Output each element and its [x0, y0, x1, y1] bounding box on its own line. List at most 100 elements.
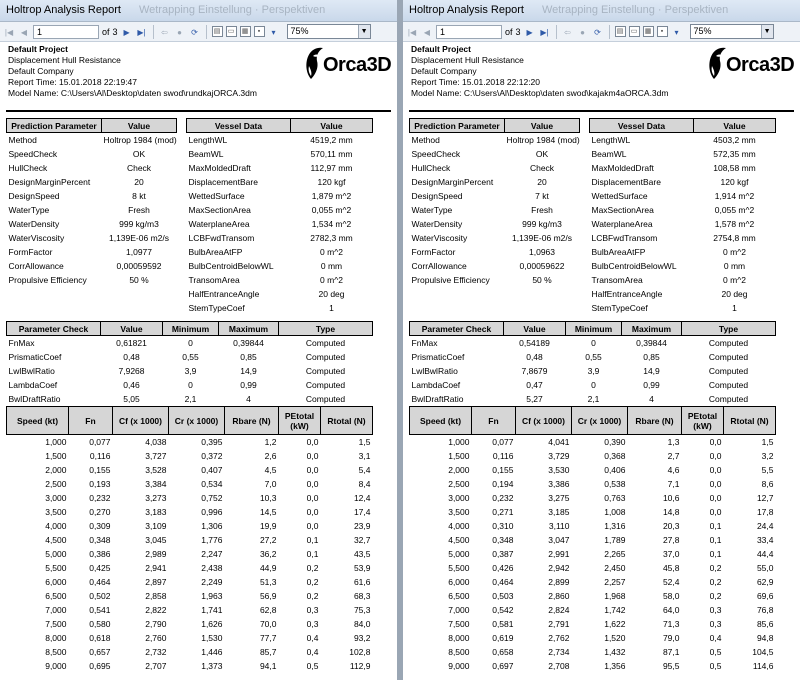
table-cell: 0,1: [709, 520, 722, 531]
table-cell: 0,390: [604, 436, 626, 447]
table-cell: LengthWL: [591, 134, 631, 145]
table-cell: 2,707: [145, 660, 167, 671]
next-page-icon[interactable]: ▶: [526, 27, 533, 37]
table-cell: 12,7: [756, 492, 774, 503]
table-row: 3,500 0,271 3,185 1,008 14,8 0,0 17,8: [410, 505, 776, 519]
table-cell: 0,39844: [636, 337, 667, 348]
table-cell: SpeedCheck: [411, 148, 461, 159]
table-cell: BeamWL: [188, 148, 224, 159]
page-setup-icon[interactable]: ▦: [642, 26, 654, 37]
table-cell: 0,0: [709, 464, 722, 475]
table-cell: 0,48: [526, 351, 543, 362]
table-cell: 0,232: [492, 492, 514, 503]
orca-whale-icon: [709, 47, 726, 79]
report-window-right: Holtrop Analysis Report Wetrapping Einste…: [403, 0, 800, 680]
table-cell: 1,139E-06 m2/s: [108, 232, 169, 243]
table-cell: 8,000: [45, 632, 67, 643]
table-cell: WettedSurface: [591, 190, 648, 201]
table-row: 1,500 0,116 3,729 0,368 2,7 0,0 3,2: [410, 449, 776, 463]
first-page-icon[interactable]: |◀: [407, 27, 417, 37]
table-cell: 0,657: [89, 646, 111, 657]
speed-table: Speed (kt) Fn Cf (x 1000) Cr (x 1000) Rbare …: [6, 406, 373, 673]
table-cell: 45,8: [662, 562, 680, 573]
refresh-icon[interactable]: ⟳: [594, 27, 601, 37]
export-dropdown-icon[interactable]: ▾: [271, 27, 276, 37]
table-cell: 62,8: [259, 604, 277, 615]
table-cell: 0 m^2: [723, 274, 746, 285]
model-name: Model Name: C:\Users\Al\Desktop\daten sw…: [8, 88, 257, 98]
table-cell: 50 %: [129, 274, 149, 285]
table-cell: 2,822: [145, 604, 167, 615]
table-cell: 2,7: [667, 450, 680, 461]
table-cell: 0,2: [709, 562, 722, 573]
table-row: 7,500 0,580 2,790 1,626 70,0 0,3 84,0: [7, 617, 373, 631]
report-window-left: Holtrop Analysis Report Wetrapping Einste…: [0, 0, 397, 680]
stop-icon[interactable]: ●: [177, 27, 182, 37]
table-cell: 8,6: [761, 478, 774, 489]
print-icon[interactable]: ▤: [211, 26, 223, 37]
zoom-select[interactable]: 75% ▼: [689, 24, 774, 39]
stop-icon[interactable]: ●: [580, 27, 585, 37]
table-row: DesignSpeed 7 kt: [410, 189, 580, 203]
table-cell: 20: [134, 176, 144, 187]
previous-page-icon[interactable]: ◀: [20, 27, 28, 37]
print-layout-icon[interactable]: ▭: [225, 26, 237, 37]
params-column-header: Type: [278, 321, 373, 336]
table-row: WaterDensity 999 kg/m3: [7, 217, 177, 231]
export-dropdown-icon[interactable]: ▾: [674, 27, 679, 37]
zoom-select[interactable]: 75% ▼: [286, 24, 371, 39]
table-cell: 0,464: [89, 576, 111, 587]
table-cell: 0,48: [123, 351, 140, 362]
window-titlebar[interactable]: Holtrop Analysis Report Wetrapping Einste…: [0, 0, 397, 22]
refresh-icon[interactable]: ⟳: [191, 27, 198, 37]
table-cell: MaxMoldedDraft: [591, 162, 654, 173]
table-cell: 1,2: [264, 436, 277, 447]
table-cell: PrismaticCoef: [411, 351, 465, 362]
table-row: 5,500 0,426 2,942 2,450 45,8 0,2 55,0: [410, 561, 776, 575]
table-cell: StemTypeCoef: [591, 302, 648, 313]
table-row: DesignMarginPercent 20: [7, 175, 177, 189]
table-cell: 6,000: [45, 576, 67, 587]
table-row: MaxSectionArea 0,055 m^2: [590, 203, 776, 217]
table-cell: 0,619: [492, 632, 514, 643]
back-icon[interactable]: ⇦: [161, 27, 168, 37]
first-page-icon[interactable]: |◀: [4, 27, 14, 37]
next-page-icon[interactable]: ▶: [123, 27, 130, 37]
table-cell: 1,968: [604, 590, 626, 601]
table-cell: 0,99: [240, 379, 257, 390]
table-cell: 4,038: [145, 436, 167, 447]
table-cell: 0,0: [306, 520, 319, 531]
table-cell: 2,1: [184, 393, 197, 404]
table-cell: 3,386: [548, 478, 570, 489]
table-cell: 4503,2 mm: [713, 134, 756, 145]
chevron-down-icon[interactable]: ▼: [760, 25, 773, 38]
table-cell: SpeedCheck: [8, 148, 58, 159]
vessel-column-header: Vessel Data: [589, 118, 694, 133]
back-icon[interactable]: ⇦: [564, 27, 571, 37]
page-setup-icon[interactable]: ▦: [239, 26, 251, 37]
window-titlebar[interactable]: Holtrop Analysis Report Wetrapping Einste…: [403, 0, 800, 22]
table-cell: 0,368: [604, 450, 626, 461]
last-page-icon[interactable]: ▶|: [137, 27, 146, 37]
table-cell: 0,1: [709, 534, 722, 545]
chevron-down-icon[interactable]: ▼: [357, 25, 370, 38]
table-row: DesignSpeed 8 kt: [7, 189, 177, 203]
previous-page-icon[interactable]: ◀: [423, 27, 431, 37]
page-number-input[interactable]: [33, 24, 99, 39]
table-row: LCBFwdTransom 2782,3 mm: [187, 231, 373, 245]
speed-column-header: Fn: [68, 406, 113, 435]
save-icon[interactable]: ▪: [253, 26, 265, 37]
print-layout-icon[interactable]: ▭: [628, 26, 640, 37]
speed-header-row: Speed (kt) Fn Cf (x 1000) Cr (x 1000) Rbare …: [409, 406, 776, 435]
page-number-input[interactable]: [436, 24, 502, 39]
save-icon[interactable]: ▪: [656, 26, 668, 37]
table-row: StemTypeCoef 1: [590, 301, 776, 315]
table-cell: Method: [411, 134, 440, 145]
table-cell: 7,500: [448, 618, 470, 629]
table-cell: 0,2: [306, 590, 319, 601]
print-icon[interactable]: ▤: [614, 26, 626, 37]
last-page-icon[interactable]: ▶|: [540, 27, 549, 37]
table-cell: 2,791: [548, 618, 570, 629]
page-of-label: of: [505, 26, 513, 37]
window-divider[interactable]: [397, 0, 403, 680]
